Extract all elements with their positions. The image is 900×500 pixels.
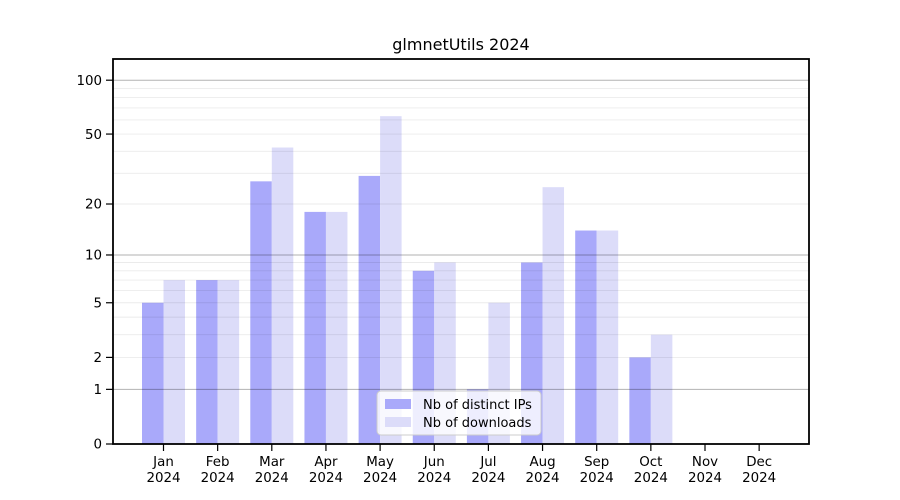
x-tick-label-year-oct-2024: 2024 bbox=[634, 471, 668, 486]
y-tick-label-50: 50 bbox=[85, 128, 102, 143]
legend-swatch-downloads bbox=[385, 417, 411, 427]
x-tick-label-month-jul-2024: Jul bbox=[479, 455, 496, 470]
bars-layer bbox=[142, 116, 673, 445]
bar-nb-of-distinct-ips-feb-2024 bbox=[196, 280, 218, 444]
bar-nb-of-distinct-ips-may-2024 bbox=[358, 175, 381, 445]
x-tick-label-year-dec-2024: 2024 bbox=[742, 471, 776, 486]
bar-nb-of-downloads-aug-2024 bbox=[542, 187, 565, 445]
y-tick-label-100: 100 bbox=[76, 74, 102, 89]
y-tick-label-20: 20 bbox=[85, 198, 102, 213]
legend: Nb of distinct IPs Nb of downloads bbox=[376, 390, 542, 436]
x-tick-label-month-apr-2024: Apr bbox=[314, 455, 338, 470]
legend-label-downloads: Nb of downloads bbox=[423, 416, 532, 431]
bar-nb-of-downloads-mar-2024 bbox=[271, 147, 294, 445]
x-tick-label-year-jun-2024: 2024 bbox=[417, 471, 451, 486]
x-tick-label-month-sep-2024: Sep bbox=[584, 455, 609, 470]
bar-nb-of-distinct-ips-mar-2024 bbox=[250, 181, 272, 444]
bar-nb-of-distinct-ips-jan-2024 bbox=[142, 302, 164, 444]
x-tick-label-year-may-2024: 2024 bbox=[363, 471, 397, 486]
y-tick-label-10: 10 bbox=[85, 249, 102, 264]
x-tick-label-year-apr-2024: 2024 bbox=[309, 471, 343, 486]
axes-layer: 0125102050100Jan2024Feb2024Mar2024Apr202… bbox=[76, 58, 810, 486]
x-tick-label-month-aug-2024: Aug bbox=[529, 455, 555, 470]
bar-nb-of-downloads-oct-2024 bbox=[650, 334, 673, 444]
x-tick-label-month-feb-2024: Feb bbox=[206, 455, 230, 470]
y-tick-label-2: 2 bbox=[93, 351, 102, 366]
y-tick-label-5: 5 bbox=[93, 296, 102, 311]
bar-nb-of-distinct-ips-oct-2024 bbox=[629, 357, 651, 444]
bar-nb-of-distinct-ips-apr-2024 bbox=[304, 211, 326, 444]
x-tick-label-month-jun-2024: Jun bbox=[423, 455, 445, 470]
x-tick-label-month-mar-2024: Mar bbox=[259, 455, 285, 470]
x-tick-label-month-nov-2024: Nov bbox=[692, 455, 718, 470]
legend-label-distinct-ips: Nb of distinct IPs bbox=[423, 398, 532, 413]
x-tick-label-year-nov-2024: 2024 bbox=[688, 471, 722, 486]
x-tick-label-month-may-2024: May bbox=[366, 455, 394, 470]
bar-nb-of-downloads-sep-2024 bbox=[596, 230, 619, 444]
legend-background bbox=[376, 390, 542, 436]
x-tick-label-year-aug-2024: 2024 bbox=[526, 471, 560, 486]
x-tick-label-month-dec-2024: Dec bbox=[746, 455, 772, 470]
legend-swatch-distinct-ips bbox=[385, 399, 411, 409]
x-tick-label-year-jan-2024: 2024 bbox=[146, 471, 180, 486]
x-tick-label-year-jul-2024: 2024 bbox=[471, 471, 505, 486]
gridlines-layer bbox=[113, 79, 809, 390]
bar-nb-of-downloads-apr-2024 bbox=[325, 211, 348, 444]
y-tick-label-0: 0 bbox=[93, 438, 102, 453]
bar-nb-of-downloads-jan-2024 bbox=[163, 280, 185, 444]
bar-nb-of-downloads-feb-2024 bbox=[217, 280, 240, 444]
x-tick-label-year-mar-2024: 2024 bbox=[255, 471, 289, 486]
plot-frame bbox=[112, 58, 810, 445]
x-tick-label-month-oct-2024: Oct bbox=[639, 455, 662, 470]
x-tick-label-year-feb-2024: 2024 bbox=[201, 471, 235, 486]
bar-nb-of-downloads-may-2024 bbox=[380, 116, 402, 444]
bar-nb-of-distinct-ips-sep-2024 bbox=[575, 230, 597, 444]
x-tick-label-year-sep-2024: 2024 bbox=[580, 471, 614, 486]
x-tick-label-month-jan-2024: Jan bbox=[152, 455, 174, 470]
y-tick-label-1: 1 bbox=[93, 383, 102, 398]
chart-title: glmnetUtils 2024 bbox=[392, 35, 529, 54]
